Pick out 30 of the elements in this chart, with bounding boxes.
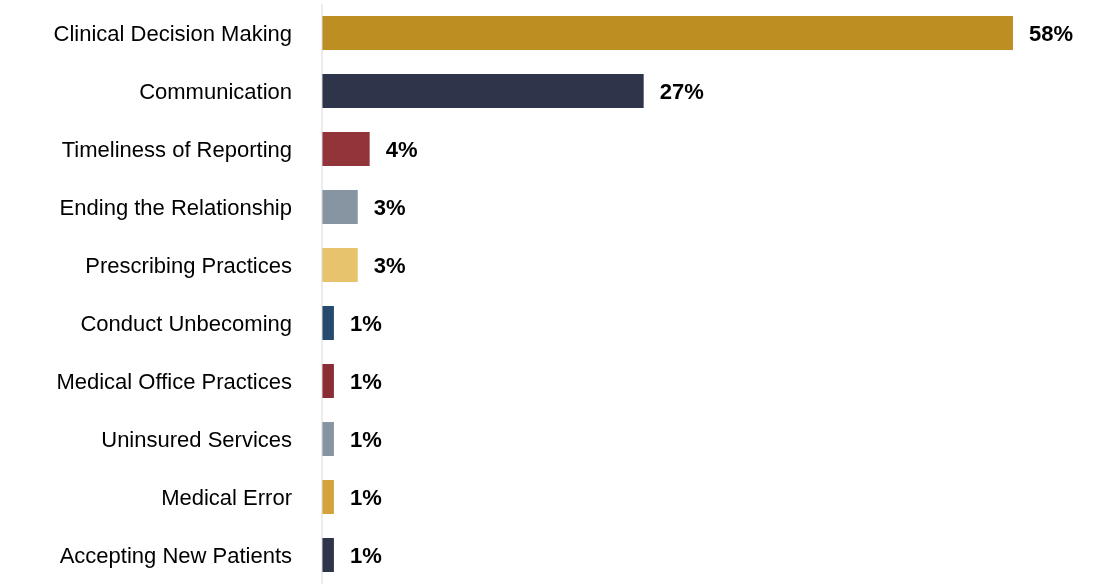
y-tick-label: Prescribing Practices [85,252,292,278]
bar [322,190,358,224]
data-label: 1% [349,542,382,568]
bar [322,248,358,282]
y-tick-label: Communication [139,78,292,104]
bar [322,422,334,456]
bar [322,480,334,514]
data-label: 3% [373,252,406,278]
y-tick-label: Ending the Relationship [59,194,292,220]
y-tick-label: Conduct Unbecoming [80,310,292,336]
data-label: 1% [349,484,382,510]
bar [322,538,334,572]
y-tick-label: Medical Office Practices [56,368,292,394]
y-tick-label: Timeliness of Reporting [61,136,292,162]
data-label: 1% [349,426,382,452]
data-label: 3% [373,194,406,220]
data-label: 27% [659,78,704,104]
data-label: 1% [349,310,382,336]
y-tick-label: Accepting New Patients [59,542,292,568]
bar [322,306,334,340]
data-label: 58% [1029,20,1074,46]
bar [322,74,644,108]
y-tick-label: Medical Error [161,484,292,510]
data-label: 1% [349,368,382,394]
y-tick-label: Uninsured Services [101,426,292,452]
data-label: 4% [385,136,418,162]
y-tick-label: Clinical Decision Making [53,20,292,46]
bar [322,132,370,166]
bar [322,16,1013,50]
bar [322,364,334,398]
